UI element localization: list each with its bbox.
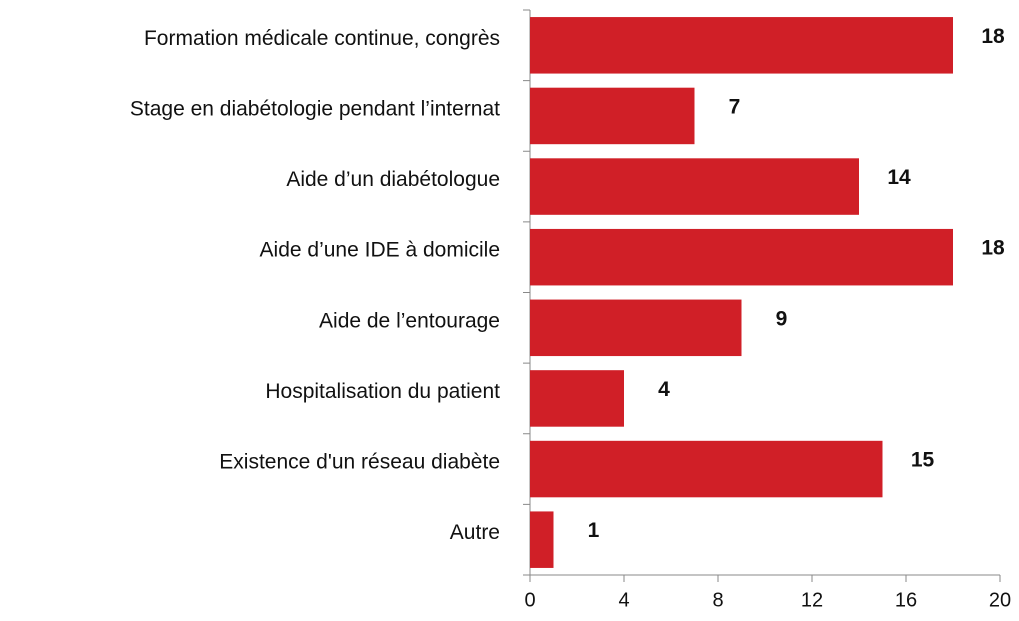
category-label: Autre bbox=[450, 521, 500, 544]
x-tick-label: 16 bbox=[895, 589, 917, 611]
value-label: 1 bbox=[588, 519, 600, 542]
value-label: 18 bbox=[981, 25, 1005, 48]
bar bbox=[530, 228, 953, 286]
bar bbox=[530, 299, 742, 357]
category-label: Aide d’une IDE à domicile bbox=[260, 239, 500, 262]
bar bbox=[530, 370, 624, 427]
value-label: 4 bbox=[658, 378, 670, 401]
value-label: 9 bbox=[776, 307, 788, 330]
bar bbox=[530, 511, 554, 568]
value-label: 7 bbox=[729, 95, 741, 118]
value-label: 15 bbox=[911, 449, 935, 472]
bar bbox=[530, 17, 953, 74]
x-tick-label: 12 bbox=[801, 589, 823, 611]
category-label: Aide d’un diabétologue bbox=[286, 168, 500, 191]
value-label: 14 bbox=[887, 166, 911, 189]
value-label: 18 bbox=[981, 237, 1005, 260]
x-tick-label: 20 bbox=[989, 589, 1011, 611]
category-label: Hospitalisation du patient bbox=[265, 380, 500, 403]
category-label: Formation médicale continue, congrès bbox=[144, 27, 500, 50]
x-tick-label: 0 bbox=[524, 589, 535, 611]
category-label: Aide de l’entourage bbox=[319, 309, 500, 332]
x-tick-label: 8 bbox=[712, 589, 723, 611]
x-tick-label: 4 bbox=[618, 589, 629, 611]
category-label: Stage en diabétologie pendant l’internat bbox=[130, 97, 500, 120]
bar bbox=[530, 87, 695, 145]
category-label: Existence d'un réseau diabète bbox=[219, 451, 500, 474]
bar bbox=[530, 440, 883, 498]
bar bbox=[530, 158, 859, 215]
